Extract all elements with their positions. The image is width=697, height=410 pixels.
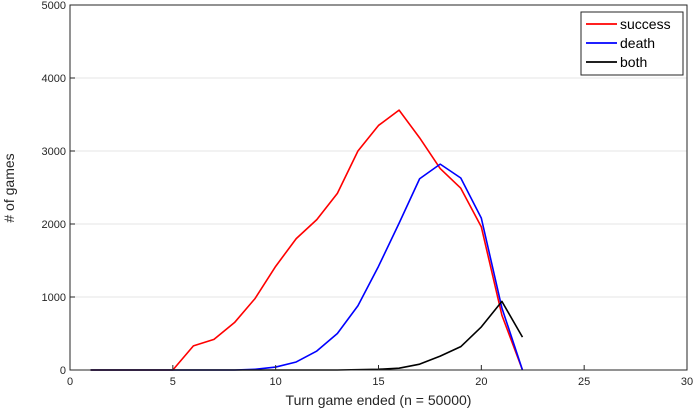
y-tick-label: 0 (60, 365, 66, 377)
x-tick-label: 10 (270, 376, 282, 388)
axes-ticks: 0 1000 2000 3000 4000 5000 0 5 10 15 20 25 30 (42, 0, 694, 388)
legend-label-both: both (620, 54, 647, 70)
y-tick-label: 1000 (42, 292, 66, 304)
gridlines (70, 77, 687, 298)
x-axis-label: Turn game ended (n = 50000) (286, 392, 472, 408)
legend-label-death: death (620, 35, 655, 51)
y-axis-label: # of games (1, 153, 17, 222)
x-tick-label: 15 (372, 376, 384, 388)
y-tick-label: 5000 (42, 0, 66, 12)
x-tick-label: 0 (67, 376, 73, 388)
y-tick-label: 4000 (42, 73, 66, 85)
x-tick-label: 25 (578, 376, 590, 388)
x-tick-label: 20 (475, 376, 487, 388)
x-tick-label: 30 (681, 376, 693, 388)
legend: success death both (580, 11, 684, 76)
y-tick-label: 3000 (42, 146, 66, 158)
legend-label-success: success (620, 16, 671, 32)
x-tick-label: 5 (170, 376, 176, 388)
y-tick-label: 2000 (42, 219, 66, 231)
legend-box (580, 11, 684, 76)
